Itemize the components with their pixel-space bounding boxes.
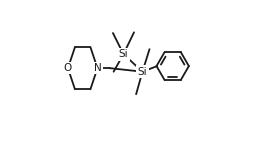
Text: N: N [94, 63, 101, 73]
Text: Si: Si [119, 49, 128, 59]
Text: O: O [64, 63, 72, 73]
Text: Si: Si [138, 67, 147, 77]
